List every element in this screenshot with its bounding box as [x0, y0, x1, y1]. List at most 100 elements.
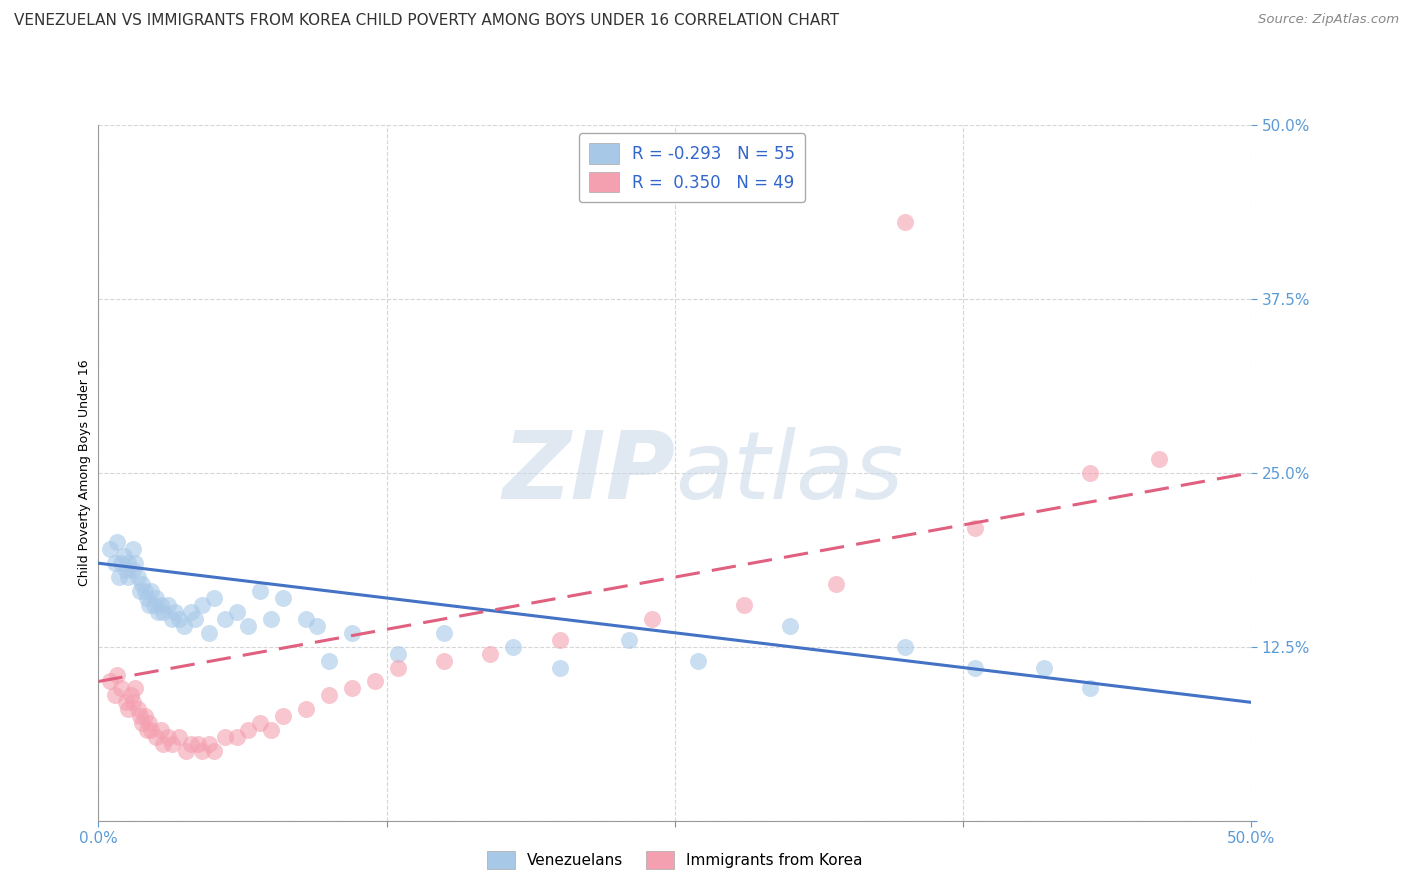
Point: [115, 695, 138, 709]
Point: [271, 709, 294, 723]
Point: [214, 612, 236, 626]
Point: [202, 744, 225, 758]
Point: [387, 660, 409, 674]
Point: [103, 556, 125, 570]
Point: [238, 619, 260, 633]
Point: [98, 674, 121, 689]
Point: [963, 521, 986, 535]
Point: [295, 612, 318, 626]
Point: [260, 612, 283, 626]
Point: [108, 570, 131, 584]
Point: [103, 689, 125, 703]
Point: [112, 549, 135, 564]
Point: [135, 591, 157, 605]
Point: [825, 577, 848, 591]
Point: [129, 709, 152, 723]
Point: [617, 632, 640, 647]
Point: [502, 640, 524, 654]
Point: [173, 619, 195, 633]
Point: [167, 612, 190, 626]
Point: [160, 612, 183, 626]
Point: [894, 215, 917, 229]
Point: [110, 681, 132, 696]
Point: [117, 570, 139, 584]
Point: [148, 605, 170, 619]
Point: [122, 563, 145, 577]
Point: [963, 660, 986, 674]
Point: [184, 612, 207, 626]
Point: [145, 730, 167, 744]
Point: [127, 702, 149, 716]
Point: [191, 744, 214, 758]
Point: [117, 556, 139, 570]
Point: [124, 681, 146, 696]
Point: [98, 542, 121, 557]
Point: [122, 542, 145, 557]
Point: [152, 605, 174, 619]
Point: [138, 598, 160, 612]
Point: [135, 723, 157, 738]
Point: [433, 625, 456, 640]
Point: [120, 689, 142, 703]
Point: [142, 598, 165, 612]
Point: [1078, 466, 1101, 480]
Point: [152, 737, 174, 751]
Y-axis label: Child Poverty Among Boys Under 16: Child Poverty Among Boys Under 16: [79, 359, 91, 586]
Point: [249, 584, 271, 599]
Point: [307, 619, 329, 633]
Point: [180, 737, 202, 751]
Legend: Venezuelans, Immigrants from Korea: Venezuelans, Immigrants from Korea: [481, 845, 869, 875]
Text: Source: ZipAtlas.com: Source: ZipAtlas.com: [1258, 13, 1399, 27]
Point: [387, 647, 409, 661]
Point: [141, 584, 163, 599]
Point: [131, 577, 153, 591]
Point: [149, 598, 172, 612]
Text: atlas: atlas: [675, 427, 903, 518]
Point: [548, 632, 571, 647]
Point: [134, 584, 156, 599]
Point: [225, 605, 247, 619]
Point: [145, 591, 167, 605]
Point: [340, 681, 363, 696]
Point: [214, 730, 236, 744]
Point: [131, 716, 153, 731]
Point: [260, 723, 283, 738]
Point: [340, 625, 363, 640]
Point: [115, 563, 138, 577]
Point: [117, 702, 139, 716]
Point: [225, 730, 247, 744]
Point: [548, 660, 571, 674]
Point: [733, 598, 755, 612]
Point: [1032, 660, 1054, 674]
Point: [479, 647, 502, 661]
Point: [433, 654, 456, 668]
Point: [1078, 681, 1101, 696]
Point: [167, 730, 190, 744]
Point: [129, 584, 152, 599]
Point: [149, 723, 172, 738]
Point: [318, 689, 340, 703]
Point: [1147, 451, 1170, 466]
Legend: R = -0.293   N = 55, R =  0.350   N = 49: R = -0.293 N = 55, R = 0.350 N = 49: [578, 133, 804, 202]
Point: [138, 716, 160, 731]
Point: [134, 709, 156, 723]
Point: [127, 570, 149, 584]
Point: [160, 737, 183, 751]
Point: [156, 598, 179, 612]
Point: [156, 730, 179, 744]
Point: [198, 737, 221, 751]
Point: [271, 591, 294, 605]
Text: VENEZUELAN VS IMMIGRANTS FROM KOREA CHILD POVERTY AMONG BOYS UNDER 16 CORRELATIO: VENEZUELAN VS IMMIGRANTS FROM KOREA CHIL…: [14, 13, 839, 29]
Point: [110, 556, 132, 570]
Point: [191, 598, 214, 612]
Point: [141, 723, 163, 738]
Point: [202, 591, 225, 605]
Point: [187, 737, 209, 751]
Point: [779, 619, 801, 633]
Text: ZIP: ZIP: [502, 426, 675, 519]
Point: [364, 674, 387, 689]
Point: [105, 667, 128, 681]
Point: [238, 723, 260, 738]
Point: [318, 654, 340, 668]
Point: [124, 556, 146, 570]
